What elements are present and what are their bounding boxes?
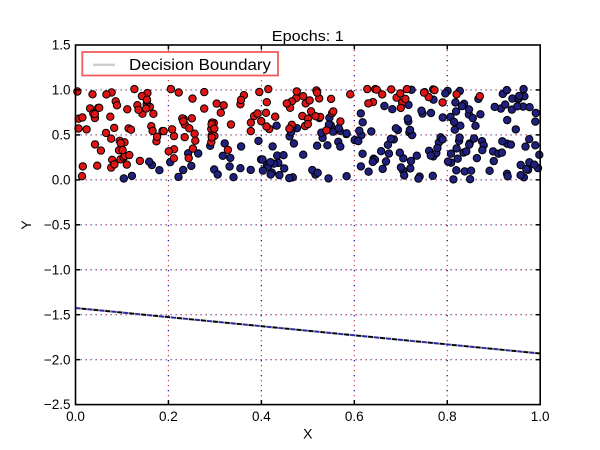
svg-text:−2.5: −2.5 — [44, 397, 71, 412]
svg-text:0.5: 0.5 — [52, 128, 71, 143]
svg-text:0.4: 0.4 — [252, 409, 271, 424]
svg-text:0.8: 0.8 — [438, 409, 457, 424]
svg-text:X: X — [303, 426, 313, 442]
svg-text:0.6: 0.6 — [345, 409, 364, 424]
svg-text:−0.5: −0.5 — [44, 217, 71, 232]
svg-text:−1.0: −1.0 — [44, 262, 71, 277]
svg-text:−2.0: −2.0 — [44, 352, 71, 367]
svg-text:1.5: 1.5 — [52, 38, 71, 53]
svg-text:0.0: 0.0 — [66, 409, 85, 424]
svg-text:0.0: 0.0 — [52, 173, 71, 188]
svg-text:1.0: 1.0 — [531, 409, 550, 424]
svg-text:Epochs: 1: Epochs: 1 — [272, 28, 344, 45]
svg-text:Y: Y — [18, 220, 34, 230]
svg-text:0.2: 0.2 — [159, 409, 178, 424]
svg-text:−1.5: −1.5 — [44, 307, 71, 322]
svg-text:1.0: 1.0 — [52, 83, 71, 98]
svg-text:Decision Boundary: Decision Boundary — [129, 57, 271, 74]
